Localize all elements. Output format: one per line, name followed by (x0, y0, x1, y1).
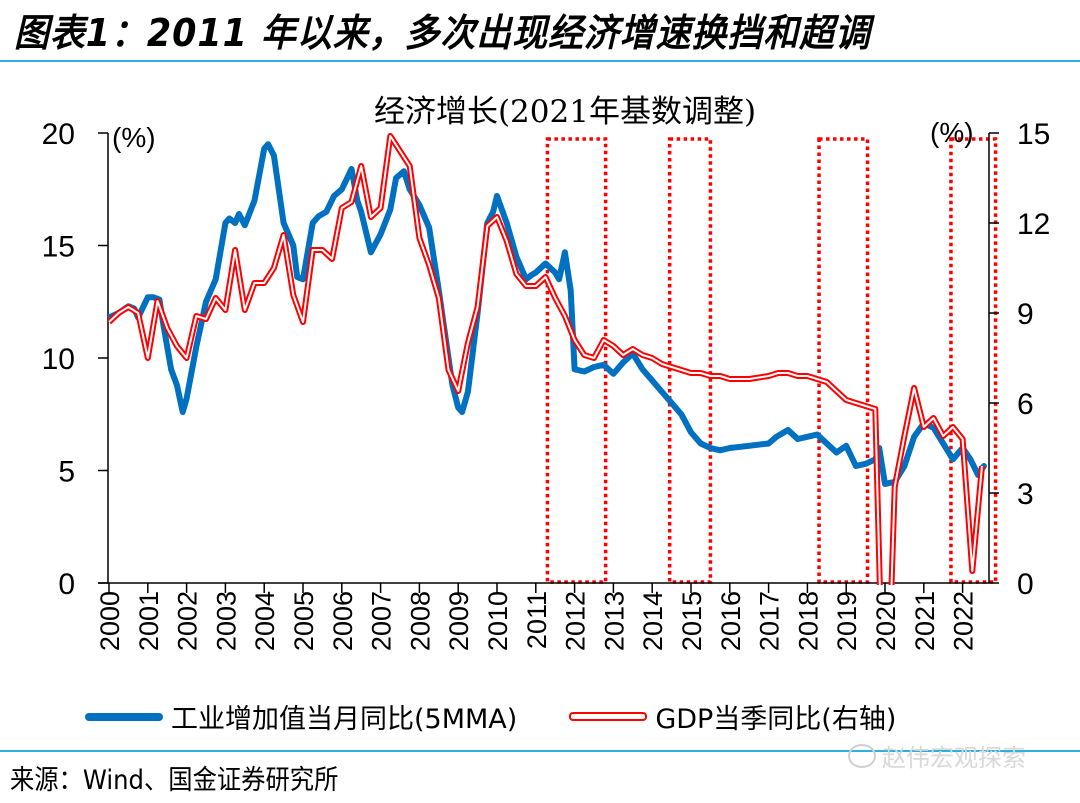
x-axis-tick-label: 2004 (250, 591, 280, 651)
x-axis-tick-label: 2022 (949, 591, 979, 651)
highlight-box (949, 137, 998, 584)
legend-swatch-blue (85, 712, 163, 721)
title-divider (0, 60, 1080, 62)
right-axis-tick-label: 3 (1017, 478, 1034, 511)
x-axis-tick-label: 2006 (328, 591, 358, 651)
x-axis-tick-label: 2021 (910, 591, 940, 651)
watermark-text: 赵伟宏观探索 (882, 744, 1026, 772)
left-axis-tick-label: 5 (58, 456, 75, 489)
right-axis-unit-label: (%) (930, 117, 974, 148)
right-axis-tick-label: 6 (1017, 388, 1034, 421)
x-axis-tick-label: 2000 (95, 591, 125, 651)
x-axis-tick-label: 2018 (793, 591, 823, 651)
x-axis-tick-label: 2002 (173, 591, 203, 651)
x-axis-tick-label: 2012 (561, 591, 591, 651)
left-axis-tick-label: 20 (42, 118, 75, 151)
x-axis-tick-label: 2001 (134, 591, 164, 651)
x-axis-tick-label: 2020 (871, 591, 901, 651)
x-axis-tick-label: 2015 (677, 591, 707, 651)
series-lines (108, 133, 987, 585)
source-divider (0, 750, 1080, 752)
x-axis-tick-label: 2017 (755, 591, 785, 651)
watermark: 赵伟宏观探索 (848, 738, 1026, 773)
legend-swatch-red (569, 712, 648, 721)
legend: 工业增加值当月同比(5MMA) GDP当季同比(右轴) (85, 697, 948, 736)
legend-item-industrial: 工业增加值当月同比(5MMA) (85, 697, 517, 736)
series-gdp-line-inner (108, 135, 983, 585)
x-axis-tick-label: 2005 (289, 591, 319, 651)
source-note: 来源：Wind、国金证券研究所 (10, 765, 339, 796)
left-axis-unit-label: (%) (112, 122, 156, 153)
x-axis-tick-label: 2008 (405, 591, 435, 651)
x-axis-tick-label: 2009 (444, 591, 474, 651)
legend-label-gdp: GDP当季同比(右轴) (655, 704, 897, 735)
legend-label-industrial: 工业增加值当月同比(5MMA) (171, 704, 518, 735)
x-axis-tick-label: 2016 (716, 591, 746, 651)
x-axis-tick-label: 2007 (367, 591, 397, 651)
right-axis-tick-label: 12 (1017, 208, 1050, 241)
wechat-icon (848, 743, 876, 768)
chart: 经济增长(2021年基数调整) 0 5 10 15 20 (%) 0 3 6 9 12 15 (%) 20… (42, 94, 1051, 651)
highlight-box (545, 137, 608, 584)
x-axis-tick-label: 2019 (832, 591, 862, 651)
figure-title: 图表1：2011 年以来，多次出现经济增速换挡和超调 (14, 11, 871, 55)
left-axis-tick-label: 0 (58, 568, 75, 601)
chart-title: 经济增长(2021年基数调整) (374, 94, 756, 130)
axes: 0 5 10 15 20 (%) 0 3 6 9 12 15 (%) 2000 2001 2002 2003 20… (42, 117, 1051, 651)
x-axis-tick-label: 2003 (211, 591, 241, 651)
highlight-box (667, 137, 713, 584)
series-industrial-line (108, 141, 987, 487)
x-axis-tick-label: 2010 (483, 591, 513, 651)
x-axis-tick-label: 2014 (638, 591, 668, 651)
x-axis-tick-label: 2011 (522, 591, 552, 649)
legend-item-gdp: GDP当季同比(右轴) (569, 697, 896, 736)
right-axis-tick-label: 9 (1017, 298, 1034, 331)
right-axis-tick-label: 0 (1017, 568, 1034, 601)
highlight-boxes (545, 137, 998, 584)
x-axis-tick-label: 2013 (599, 591, 629, 651)
right-axis-tick-label: 15 (1017, 118, 1050, 151)
highlight-box (817, 137, 870, 584)
left-axis-tick-label: 15 (42, 231, 75, 264)
left-axis-tick-label: 10 (42, 343, 75, 376)
